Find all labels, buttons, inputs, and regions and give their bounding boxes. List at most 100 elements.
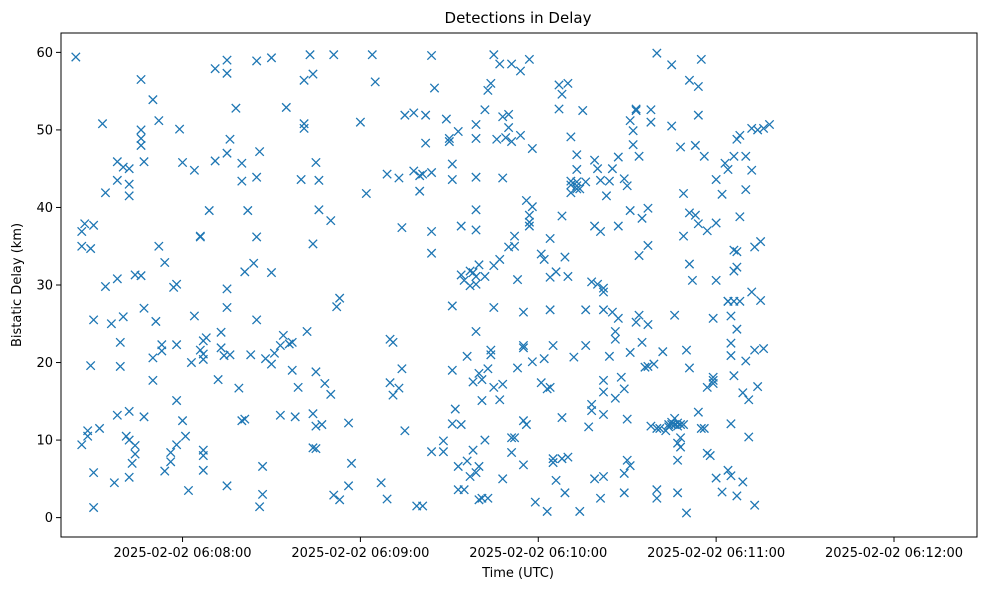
data-point — [251, 232, 262, 242]
data-point — [88, 502, 99, 513]
data-point — [148, 375, 158, 386]
data-point — [462, 351, 472, 361]
y-tick-label: 20 — [36, 356, 53, 371]
plot-frame — [60, 32, 978, 538]
x-tick-label: 2025-02-02 06:10:00 — [469, 546, 607, 561]
data-point — [744, 432, 754, 442]
data-point — [560, 252, 570, 262]
data-point — [634, 151, 644, 161]
data-point — [240, 267, 250, 277]
data-point — [521, 419, 532, 430]
data-point — [678, 188, 689, 199]
data-point — [607, 164, 618, 174]
data-point — [118, 312, 128, 322]
data-point — [100, 281, 111, 292]
data-point — [136, 74, 146, 85]
data-point — [290, 412, 300, 422]
data-point — [726, 471, 736, 481]
data-point — [447, 301, 457, 311]
data-point — [625, 347, 635, 358]
data-point — [198, 450, 208, 461]
data-point — [447, 159, 457, 169]
data-point — [305, 50, 315, 60]
data-point — [471, 225, 481, 235]
data-point — [287, 365, 297, 375]
data-point — [569, 352, 579, 362]
data-point — [732, 324, 742, 334]
data-point — [708, 375, 718, 386]
data-point — [675, 442, 686, 452]
data-point — [355, 117, 366, 127]
data-point — [326, 389, 336, 399]
data-point — [174, 124, 185, 134]
data-point — [554, 104, 564, 114]
data-point — [177, 157, 188, 168]
data-point — [151, 316, 161, 327]
data-point — [426, 167, 437, 178]
data-point — [326, 215, 336, 226]
data-point — [453, 461, 463, 472]
data-point — [367, 50, 377, 60]
data-point — [598, 387, 609, 397]
data-point — [563, 452, 573, 462]
data-point — [610, 334, 621, 344]
x-axis-ticks: 2025-02-02 06:08:00 2025-02-02 06:09:00 20… — [114, 537, 963, 561]
data-point — [118, 162, 128, 172]
data-point — [652, 423, 662, 434]
data-point — [240, 414, 250, 424]
data-point — [711, 473, 721, 483]
data-point — [124, 179, 134, 189]
data-point — [471, 279, 481, 289]
data-point — [610, 393, 621, 403]
y-tick-label: 40 — [36, 201, 53, 216]
data-point — [426, 50, 437, 61]
data-point — [758, 123, 769, 134]
data-point — [667, 121, 677, 131]
data-point — [542, 384, 552, 394]
data-point — [619, 488, 629, 498]
data-point — [542, 506, 552, 517]
data-point — [557, 454, 567, 464]
data-point — [732, 262, 742, 272]
data-point — [747, 165, 757, 175]
data-point — [343, 418, 354, 428]
data-point — [589, 474, 600, 484]
data-point — [723, 164, 733, 175]
data-point — [619, 174, 629, 184]
data-markers — [71, 48, 775, 518]
data-point — [420, 110, 431, 120]
data-point — [480, 105, 490, 115]
data-point — [506, 447, 517, 458]
data-point — [299, 123, 309, 134]
data-point — [400, 426, 410, 436]
data-point — [201, 333, 211, 343]
data-point — [382, 169, 392, 179]
data-point — [560, 488, 570, 498]
data-point — [234, 383, 244, 393]
data-point — [246, 350, 256, 360]
data-point — [684, 75, 695, 85]
data-point — [71, 52, 81, 62]
data-point — [729, 245, 739, 255]
data-point — [237, 416, 247, 426]
data-point — [441, 114, 452, 124]
data-point — [180, 431, 191, 441]
data-point — [88, 467, 99, 478]
data-point — [524, 54, 535, 65]
data-point — [299, 119, 309, 129]
data-point — [643, 240, 653, 251]
data-point — [320, 378, 330, 389]
data-point — [581, 305, 591, 315]
data-point — [198, 354, 208, 365]
data-point — [735, 130, 745, 141]
data-point — [684, 208, 695, 218]
data-point — [675, 419, 686, 430]
data-point — [601, 191, 612, 201]
data-point — [717, 189, 727, 199]
data-point — [474, 495, 484, 505]
data-point — [696, 54, 706, 65]
data-point — [495, 395, 505, 405]
data-point — [678, 231, 689, 241]
data-point — [308, 69, 318, 79]
data-point — [139, 412, 149, 422]
